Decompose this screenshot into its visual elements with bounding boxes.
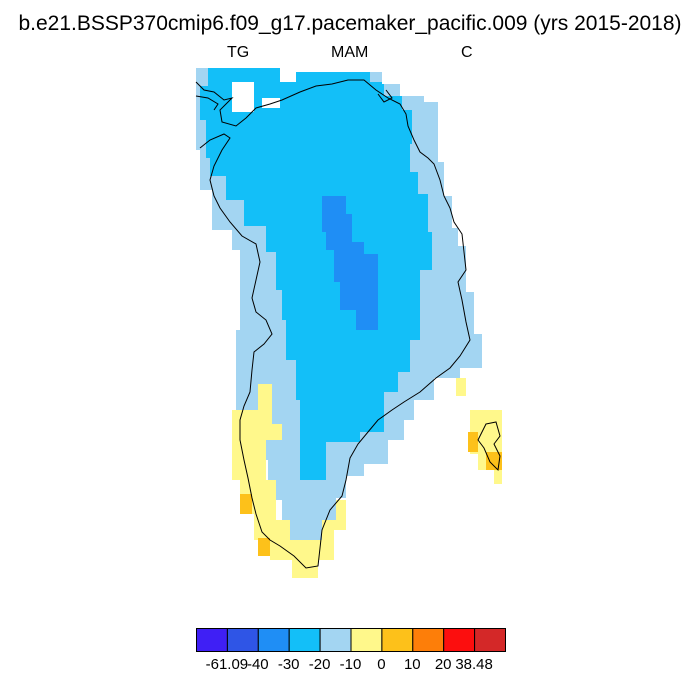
coastline — [195, 79, 501, 569]
units-label: C — [461, 44, 473, 61]
coastline-north-2 — [377, 89, 393, 103]
colorbar-swatch — [226, 628, 259, 652]
map-region-yellow-east-small — [456, 378, 466, 396]
map-region-deep-blue — [322, 196, 378, 330]
colorbar-swatch — [443, 628, 476, 652]
map-gap-2 — [262, 98, 280, 108]
colorbar-tick-label: 0 — [377, 656, 386, 673]
colorbar-tick-label: -10 — [339, 656, 362, 673]
map-gap-3 — [382, 70, 400, 84]
variable-label: TG — [227, 44, 250, 61]
map-region-blue — [200, 68, 432, 480]
colorbar-swatch — [412, 628, 445, 652]
coastline-north-1 — [195, 95, 219, 111]
colorbar-tick-label: 38.48 — [455, 656, 493, 673]
colorbar-swatch — [288, 628, 321, 652]
colorbar-swatch — [350, 628, 383, 652]
colorbar-swatch — [319, 628, 352, 652]
colorbar-tick-label: -61.09 — [205, 656, 249, 673]
coastline-east-island — [477, 421, 501, 472]
map-region-orange-3 — [468, 432, 478, 452]
colorbar-swatch — [381, 628, 414, 652]
colorbar-swatch — [257, 628, 290, 652]
map-region-orange-4 — [486, 452, 502, 470]
colorbar-tick-label: 10 — [403, 656, 421, 673]
coastline-main — [195, 79, 471, 569]
colorbar-tick-label: -40 — [246, 656, 269, 673]
map-region-orange-1 — [240, 494, 252, 514]
colorbar-swatch — [474, 628, 506, 652]
map-region-yellow — [232, 384, 346, 578]
colorbar-tick-label: 20 — [434, 656, 452, 673]
colorbar-swatch — [196, 628, 228, 652]
colorbar-tick-label: -30 — [277, 656, 300, 673]
season-label: MAM — [331, 44, 369, 61]
map-region-orange-2 — [258, 538, 270, 556]
colorbar-tick-label: -20 — [308, 656, 331, 673]
map-gap-1 — [232, 82, 254, 112]
plot-title: b.e21.BSSP370cmip6.f09_g17.pacemaker_pac… — [18, 12, 682, 35]
colorbar — [196, 628, 506, 652]
